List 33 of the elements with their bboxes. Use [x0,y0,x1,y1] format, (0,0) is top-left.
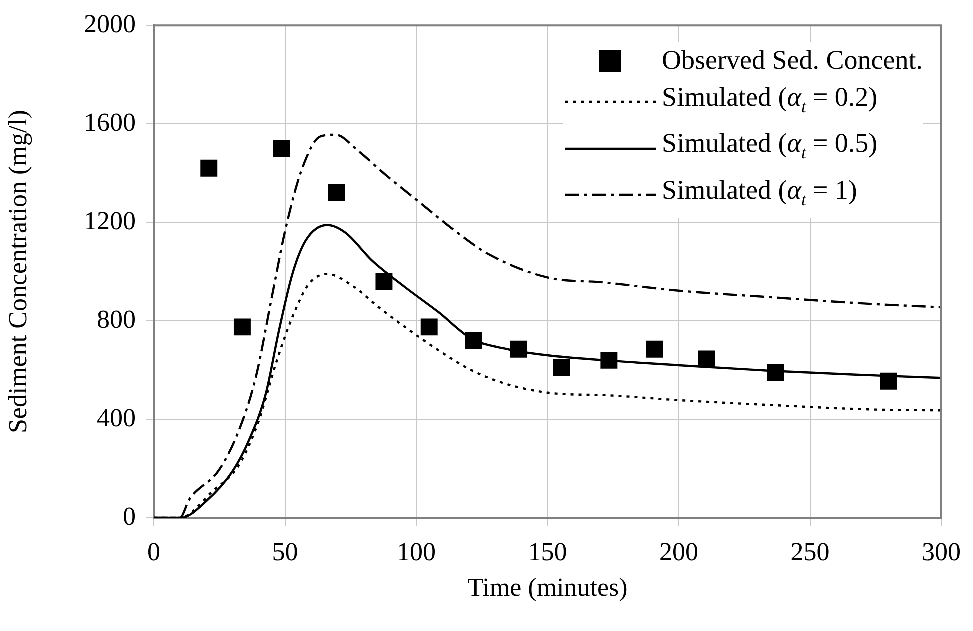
legend-label: Simulated (α$_{t}$ = 0.2) [662,81,878,118]
point [200,160,218,177]
point [420,318,438,336]
point [273,140,290,158]
point [466,332,482,350]
x-tick-label: 50 [272,537,298,566]
x-tick-label: 0 [148,537,160,566]
legend-label: Simulated (α$_{t}$ = 0.5) [662,127,878,165]
point [646,340,664,358]
x-tick-label: 100 [397,537,436,566]
x-tick-label: 150 [528,537,568,566]
legend-label: Simulated (α$_{t}$ = 1) [662,174,858,212]
x-axis-title: Time (minutes) [468,573,628,602]
point [510,340,528,358]
y-tick-label: 2000 [84,9,136,38]
y-tick-label: 800 [97,304,136,334]
legend-label: Observed Sed. Concent. [662,44,923,77]
y-axis-title: Sediment Concentration (mg/l) [3,110,32,434]
point [880,372,898,390]
y-tick-label: 1200 [84,206,136,236]
y-tick-label: 0 [123,502,136,531]
y-tick-label: 1600 [84,108,136,137]
point [698,350,716,368]
point [600,352,618,369]
y-tick-label: 400 [97,403,136,432]
x-tick-label: 250 [790,537,830,566]
point [376,273,393,290]
point [234,318,251,336]
point [553,359,570,376]
point [767,364,784,382]
x-tick-label: 200 [660,537,698,566]
point [328,184,346,202]
x-tick-label: 300 [922,537,961,566]
